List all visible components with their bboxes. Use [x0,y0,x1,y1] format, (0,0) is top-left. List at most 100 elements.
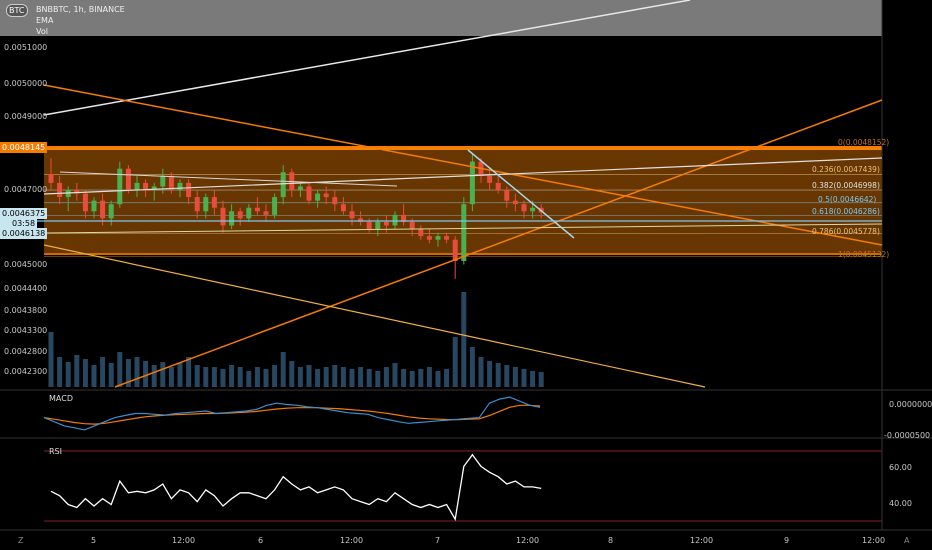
volume-bar [538,372,544,387]
candle-body [452,239,458,261]
fib-label: 1(0.0045132) [838,250,890,259]
symbol-badge[interactable]: BTC [6,4,28,17]
candle-body [306,186,312,201]
candle-body [82,193,88,212]
volume-bar [426,367,432,387]
candle-body [349,211,355,219]
volume-bar [444,369,450,387]
candle-body [469,161,475,205]
trendline-orange-ascending[interactable] [114,99,883,388]
time-axis-z-button[interactable]: Z [18,536,24,545]
candle-body [263,211,269,215]
countdown-tag: 03:58 [0,218,38,229]
price-tag-fib-top: 0.0048145 [0,142,48,153]
volume-bar [160,362,166,387]
rsi-title[interactable]: RSI [49,447,62,456]
candle-body [435,236,441,240]
time-axis-a-button[interactable]: A [904,536,910,545]
time-label: 9 [784,536,790,545]
chart-title: BNBBTC, 1h, BINANCE [36,5,125,14]
trendline-white-mid[interactable] [43,157,883,195]
candle-body [418,229,424,237]
trendline-white-short[interactable] [59,171,398,187]
trendline-yellow-lower[interactable] [43,244,706,388]
candle-body [229,211,235,226]
volume-bar [108,363,114,387]
candle-body [358,218,364,222]
volume-bar [375,371,381,387]
candle-body [74,190,80,194]
candle-body [91,200,97,212]
price-label: 0.0043800 [4,306,48,315]
trendline-orange-descending[interactable] [43,84,883,246]
macd-main-line [43,396,541,431]
fib-label: 0.786(0.0045778) [812,227,880,236]
volume-bar [383,367,389,387]
candle-body [220,207,226,226]
time-label: 12:00 [862,536,886,545]
rsi-axis-label: 40.00 [889,499,912,508]
volume-bar [91,365,97,387]
candle-body [186,182,192,198]
macd-signal-line [43,404,541,425]
indicator-ema-label[interactable]: EMA [36,16,54,25]
volume-bar [168,367,174,387]
candle-body [530,207,536,212]
candle-body [108,204,114,219]
candle-body [246,207,252,219]
volume-bar [323,367,329,387]
volume-bar [461,292,467,387]
volume-bar [203,367,209,387]
volume-bar [315,369,321,387]
trendline-white-flat[interactable] [43,223,883,234]
time-label: 12:00 [172,536,196,545]
candle-body [444,236,450,240]
fib-label: 0.236(0.0047439) [812,165,880,174]
volume-bar [349,369,355,387]
candle-body [289,172,295,190]
time-label: 12:00 [340,536,364,545]
volume-bar [263,369,269,387]
candle-body [409,221,415,230]
volume-bar [289,361,295,387]
time-label: 12:00 [516,536,540,545]
volume-bars [48,292,544,387]
volume-bar [220,369,226,387]
trendline-white-upper[interactable] [43,0,691,116]
candle-body [323,193,329,198]
volume-bar [332,365,338,387]
macd-lines [43,396,541,431]
volume-bar [401,369,407,387]
time-label: 12:00 [690,536,714,545]
price-tag-current: 0.0046375 [0,208,48,219]
candle-body [160,175,166,187]
candle-body [375,221,381,230]
volume-bar [74,355,80,387]
macd-title[interactable]: MACD [49,394,73,403]
volume-bar [151,365,157,387]
candle-body [48,174,54,183]
fib-top-band [44,146,882,150]
volume-bar [280,352,286,387]
candle-body [57,182,63,198]
time-label: 7 [435,536,441,545]
candle-body [117,168,123,205]
volume-bar [272,365,278,387]
candle-body [143,182,149,190]
indicator-vol-label[interactable]: Vol [36,27,48,36]
price-tag-ema: 0.0046138 [0,228,48,239]
candle-body [366,221,372,230]
macd-axis-label: 0.0000000 [889,400,932,409]
volume-bar [469,347,475,387]
candle-body [340,204,346,212]
volume-bar [186,357,192,387]
candle-body [280,172,286,198]
candle-body [134,182,140,190]
volume-bar [366,369,372,387]
trendline-lightblue[interactable] [467,149,575,239]
candle-body [521,204,527,212]
candle-body [426,236,432,240]
volume-bar [194,365,200,387]
